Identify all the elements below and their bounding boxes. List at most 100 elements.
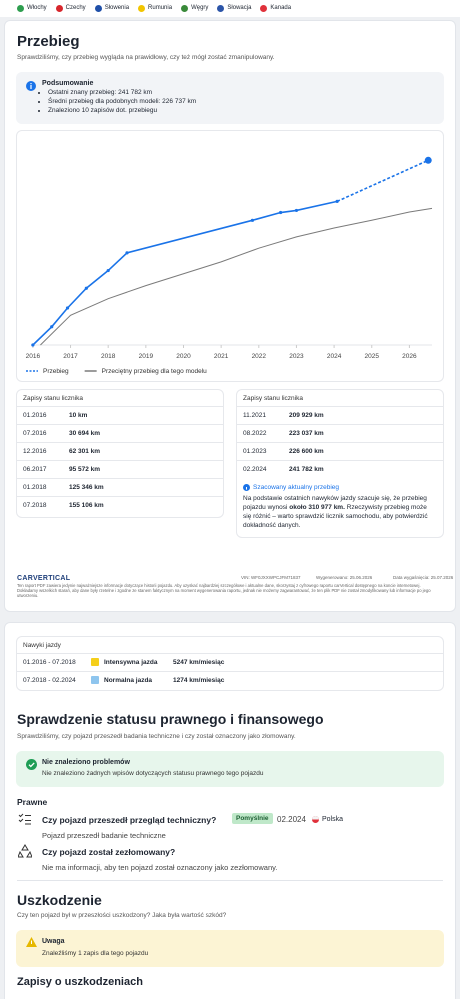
table-row: 07.2018 155 106 km xyxy=(17,496,223,514)
text: Rzeczywisty przebieg może się różnić – w… xyxy=(243,504,428,529)
x-tick-label: 2019 xyxy=(139,353,154,360)
x-tick-label: 2021 xyxy=(214,353,229,360)
check-icon xyxy=(26,759,37,770)
subsection-title: Prawne xyxy=(17,797,48,807)
flag xyxy=(55,5,63,12)
vin: VIN: WF0JXXWPCJFM71837 xyxy=(241,575,301,580)
cell: 223 037 km xyxy=(289,430,324,437)
cell: 12.2016 xyxy=(23,448,47,455)
status-box: Nie znaleziono problemów Nie znaleziono … xyxy=(16,751,444,787)
series-line xyxy=(336,159,429,203)
cell: 209 929 km xyxy=(289,412,324,419)
section-title: Uszkodzenie xyxy=(17,892,102,908)
section-title: Sprawdzenie statusu prawnego i finansowe… xyxy=(17,711,324,727)
table-row: 06.2017 95 572 km xyxy=(17,460,223,478)
divider xyxy=(17,880,443,881)
habits-table: Nawyki jazdy 01.2016 - 07.2018 Intensywna… xyxy=(16,636,444,691)
info-icon xyxy=(243,484,250,491)
table-title: Nawyki jazdy xyxy=(23,642,61,649)
section-description: Sprawdziliśmy, czy pojazd przeszedł bada… xyxy=(17,733,296,740)
question: Czy pojazd został zezłomowany? xyxy=(42,847,176,857)
table-row: 12.2016 62 301 km xyxy=(17,442,223,460)
country: Słowenia xyxy=(104,5,130,11)
cell: 02.2024 xyxy=(243,466,267,473)
country: Słowacja xyxy=(227,5,252,11)
series-line xyxy=(40,207,433,346)
summary-title: Podsumowanie xyxy=(42,80,94,87)
checklist-icon xyxy=(18,813,31,825)
cell: 155 106 km xyxy=(69,502,104,509)
flag xyxy=(217,5,225,12)
summary-list: Ostatni znany przebieg: 241 782 kmŚredni… xyxy=(36,88,196,115)
table-title: Zapisy stanu licznika xyxy=(23,395,83,402)
cell: 226 600 km xyxy=(289,448,324,455)
logo: CARVERTICAL xyxy=(17,575,71,582)
status-title: Nie znaleziono problemów xyxy=(42,759,130,766)
table-row: 01.2016 - 07.2018 Intensywna jazda 5247 km… xyxy=(17,653,443,671)
table-row: 07.2016 30 694 km xyxy=(17,424,223,442)
flag xyxy=(138,5,146,12)
point xyxy=(65,306,70,310)
summary-item: Ostatni znany przebieg: 241 782 km xyxy=(48,88,196,97)
country: Kanada xyxy=(270,5,292,11)
warning-box: Uwaga Znaleźliśmy 1 zapis dla tego pojaz… xyxy=(16,930,444,967)
table-title: Zapisy stanu licznika xyxy=(243,395,303,402)
section-description: Sprawdziliśmy, czy przebieg wygląda na p… xyxy=(17,54,275,61)
section-description: Czy ten pojazd był w przeszłości uszkodz… xyxy=(17,912,227,919)
chart-box: 2016 2017 2018 2019 2020 2021 2022 2023 2024 2025… xyxy=(16,130,444,382)
x-tick-label: 2022 xyxy=(252,353,267,360)
answer: Pojazd przeszedł badanie techniczne xyxy=(42,831,166,840)
cell: 01.2023 xyxy=(243,448,267,455)
status-badge: Pomyślnie xyxy=(232,813,273,824)
point xyxy=(294,208,299,213)
table-row: 11.2021 209 929 km xyxy=(237,406,443,424)
x-tick-label: 2020 xyxy=(176,353,191,360)
cell: 125 346 km xyxy=(69,484,104,491)
cell: 10 km xyxy=(69,412,88,419)
cell: 95 572 km xyxy=(69,466,101,473)
chart: 2016 2017 2018 2019 2020 2021 2022 2023 2024 2025… xyxy=(26,156,433,375)
table-row: 02.2024 241 782 km xyxy=(237,460,443,478)
country: Czechy xyxy=(65,5,86,11)
cell: Intensywna jazda xyxy=(104,659,158,666)
cell: 30 694 km xyxy=(69,430,101,437)
legend-label: Przebieg xyxy=(43,368,69,375)
warning-text: Znaleźliśmy 1 zapis dla tego pojazdu xyxy=(42,950,149,957)
date: 02.2024 xyxy=(277,815,306,824)
cell: 07.2018 - 02.2024 xyxy=(23,677,76,684)
summary-box: Podsumowanie Ostatni znany przebieg: 241… xyxy=(16,72,444,124)
warning-title: Uwaga xyxy=(42,938,65,945)
summary-item: Średni przebieg dla podobnych modeli: 22… xyxy=(48,97,196,106)
status-text: Nie znaleziono żadnych wpisów dotyczącyc… xyxy=(42,770,264,777)
cell: 01.2016 - 07.2018 xyxy=(23,659,76,666)
country: Rumunia xyxy=(148,5,173,11)
point xyxy=(50,325,54,329)
subsection-title: Zapisy o uszkodzeniach xyxy=(17,976,143,988)
swatch xyxy=(91,658,99,666)
text: około 310 977 km. xyxy=(289,504,345,511)
x-tick-label: 2026 xyxy=(402,353,417,360)
series-line xyxy=(32,200,338,346)
x-tick-label: 2016 xyxy=(26,353,41,360)
point xyxy=(250,218,254,222)
question: Czy pojazd przeszedł przegląd techniczny… xyxy=(42,815,217,825)
estimate-text: Na podstawie ostatnich nawyków jazdy sza… xyxy=(243,494,433,530)
end-marker xyxy=(424,156,432,164)
table-row: 07.2018 - 02.2024 Normalna jazda 1274 km/m… xyxy=(17,671,443,689)
cell: 01.2016 xyxy=(23,412,47,419)
cell: 1274 km/miesiąc xyxy=(173,677,225,684)
text: Na podstawie ostatnich nawyków jazdy sza… xyxy=(243,495,427,511)
x-tick-label: 2025 xyxy=(365,353,380,360)
answer: Nie ma informacji, aby ten pojazd został… xyxy=(42,863,278,872)
records-table: Zapisy stanu licznika Szacowany aktualny… xyxy=(236,389,444,538)
summary-item: Znaleziono 10 zapisów dot. przebiegu xyxy=(48,106,196,115)
flag xyxy=(260,5,268,12)
point xyxy=(84,286,88,290)
x-tick-label: 2017 xyxy=(63,353,78,360)
flag xyxy=(94,5,102,12)
warning-icon xyxy=(26,937,37,947)
point xyxy=(279,210,283,215)
cell: 08.2022 xyxy=(243,430,267,437)
cell: 11.2021 xyxy=(243,412,267,419)
